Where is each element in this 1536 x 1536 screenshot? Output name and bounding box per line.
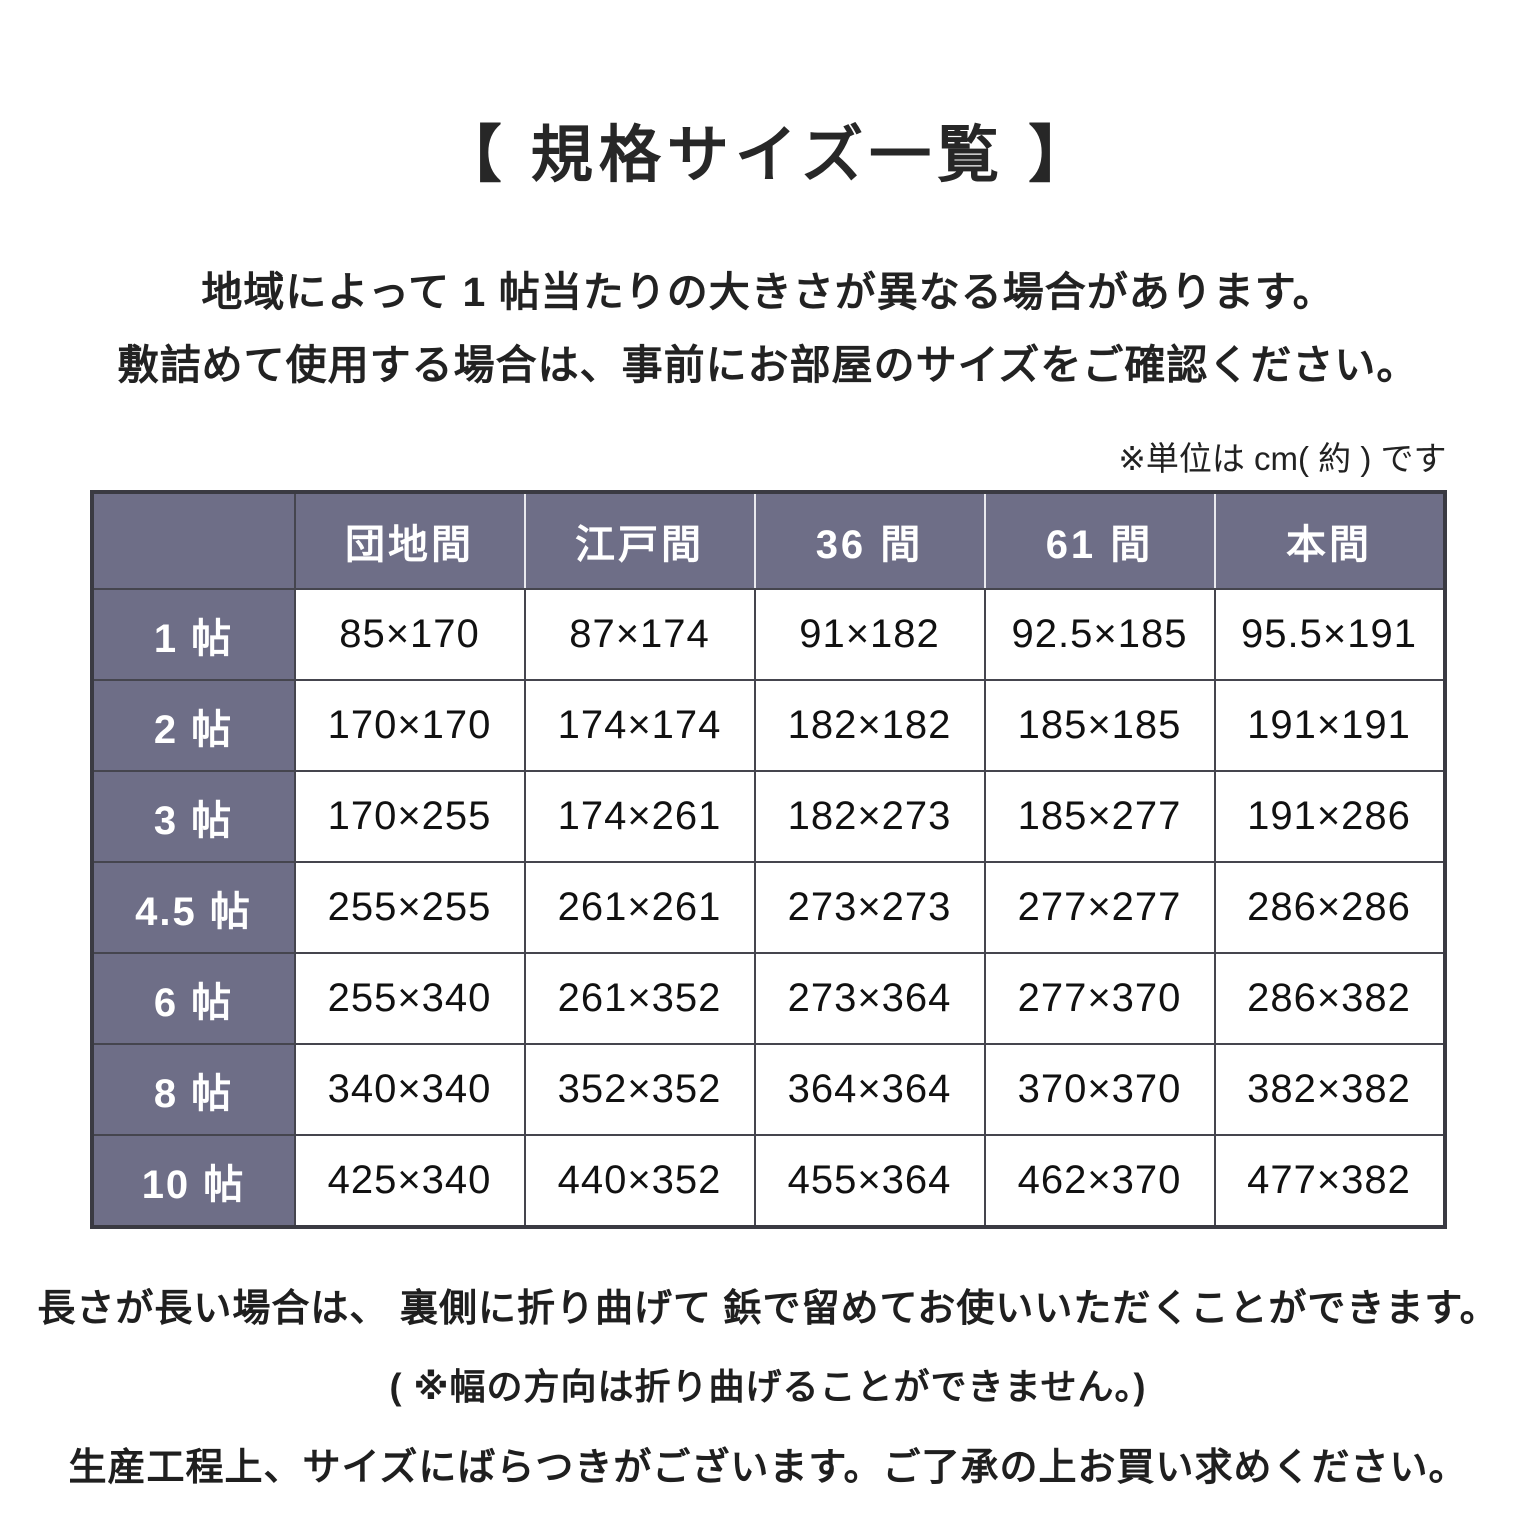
size-cell: 182×273 [753, 770, 986, 863]
size-cell: 91×182 [753, 588, 986, 681]
row-header: 2 帖 [90, 679, 296, 772]
row-header: 4.5 帖 [90, 861, 296, 954]
size-cell: 170×170 [293, 679, 526, 772]
table-row: 2 帖 170×170 174×174 182×182 185×185 191×191 [90, 679, 1446, 772]
corner-cell [90, 491, 296, 590]
row-header: 10 帖 [90, 1134, 296, 1228]
page-title: 【 規格サイズ一覧 】 [439, 121, 1097, 190]
table-row: 3 帖 170×255 174×261 182×273 185×277 191×286 [90, 770, 1446, 863]
size-cell: 185×185 [983, 679, 1216, 772]
size-cell: 185×277 [983, 770, 1216, 863]
size-cell: 174×174 [523, 679, 756, 772]
size-table: 団地間 江戸間 36 間 61 間本間 1 帖 85×170 87×174 91×182 92… [89, 490, 1447, 1229]
size-table-body: 1 帖 85×170 87×174 91×182 92.5×185 95.5×191 2 帖… [90, 588, 1446, 1228]
row-header: 3 帖 [90, 770, 296, 863]
size-cell: 370×370 [983, 1043, 1216, 1136]
footer-line-2: ( ※幅の方向は折り曲げることができません。) [389, 1366, 1147, 1407]
size-cell: 191×191 [1213, 679, 1446, 772]
table-row: 4.5 帖 255×255 261×261 273×273 277×277 286×286 [90, 861, 1446, 954]
size-cell: 440×352 [523, 1134, 756, 1228]
size-cell: 364×364 [753, 1043, 986, 1136]
size-cell: 182×182 [753, 679, 986, 772]
intro-line-2: 敷詰めて使用する場合は、事前にお部屋のサイズをご確認ください。 [117, 342, 1419, 388]
size-cell: 425×340 [293, 1134, 526, 1228]
intro-line-1: 地域によって 1 帖当たりの大きさが異なる場合があります。 [201, 269, 1335, 315]
size-cell: 462×370 [983, 1134, 1216, 1228]
row-header: 8 帖 [90, 1043, 296, 1136]
size-cell: 87×174 [523, 588, 756, 681]
column-header: 61 間 [983, 491, 1216, 590]
size-cell: 455×364 [753, 1134, 986, 1228]
size-table-head-row: 団地間 江戸間 36 間 61 間本間 [90, 491, 1447, 590]
size-cell: 277×277 [983, 861, 1216, 954]
size-cell: 174×261 [523, 770, 756, 863]
size-cell: 170×255 [293, 770, 526, 863]
column-header: 江戸間 [523, 491, 756, 590]
table-row: 6 帖 255×340 261×352 273×364 277×370 286×382 [90, 952, 1446, 1045]
footer-line-1: 長さが長い場合は、 裏側に折り曲げて 鋲で留めてお使いいただくことができます。 [37, 1288, 1499, 1330]
size-cell: 477×382 [1213, 1134, 1446, 1228]
row-header: 1 帖 [90, 588, 296, 681]
intro-text: 地域によって 1 帖当たりの大きさが異なる場合があります。 敷詰めて使用する場合… [0, 256, 1536, 402]
table-row: 1 帖 85×170 87×174 91×182 92.5×185 95.5×191 [90, 588, 1446, 681]
size-cell: 255×255 [293, 861, 526, 954]
footer-line-3: 生産工程上、サイズにばらつきがございます。ご了承の上お買い求めください。 [68, 1447, 1468, 1489]
unit-note: ※単位は cm( 約 ) です [1118, 440, 1447, 477]
size-cell: 85×170 [293, 588, 526, 681]
table-row: 8 帖 340×340 352×352 364×364 370×370 382×382 [90, 1043, 1446, 1136]
size-cell: 286×382 [1213, 952, 1446, 1045]
size-cell: 340×340 [293, 1043, 526, 1136]
size-cell: 95.5×191 [1213, 588, 1446, 681]
size-cell: 255×340 [293, 952, 526, 1045]
size-cell: 382×382 [1213, 1043, 1446, 1136]
size-cell: 273×364 [753, 952, 986, 1045]
size-cell: 261×352 [523, 952, 756, 1045]
size-cell: 286×286 [1213, 861, 1446, 954]
column-header: 団地間 [293, 491, 526, 590]
column-header: 本間 [1213, 491, 1447, 590]
footer-notes: 長さが長い場合は、 裏側に折り曲げて 鋲で留めてお使いいただくことができます。 … [0, 1277, 1536, 1491]
column-header: 36 間 [753, 491, 986, 590]
size-cell: 191×286 [1213, 770, 1446, 863]
size-cell: 273×273 [753, 861, 986, 954]
size-cell: 277×370 [983, 952, 1216, 1045]
row-header: 6 帖 [90, 952, 296, 1045]
size-cell: 352×352 [523, 1043, 756, 1136]
table-row: 10 帖 425×340 440×352 455×364 462×370 477×382 [90, 1134, 1446, 1228]
size-cell: 92.5×185 [983, 588, 1216, 681]
size-cell: 261×261 [523, 861, 756, 954]
